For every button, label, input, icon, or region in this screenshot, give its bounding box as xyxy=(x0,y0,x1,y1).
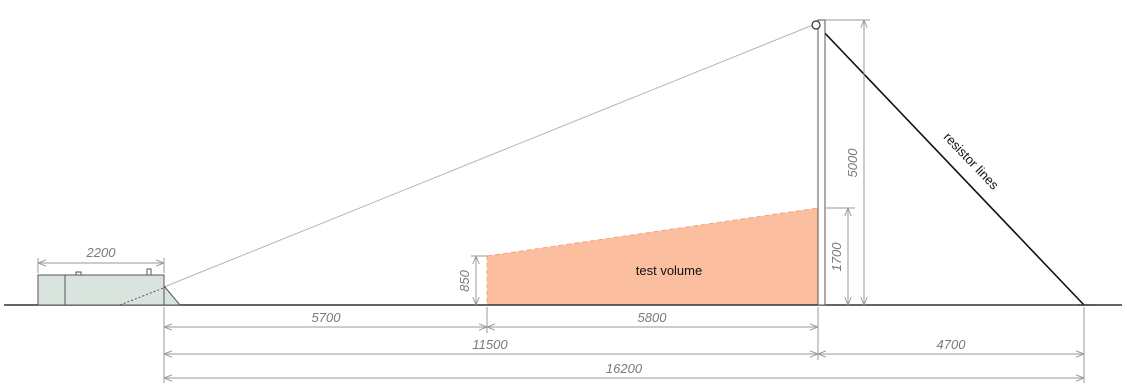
vehicle-roof-vent xyxy=(75,271,82,276)
vehicle-ramp-dotted xyxy=(119,286,167,306)
mast-pole xyxy=(817,19,826,306)
vehicle-ramp xyxy=(163,284,182,306)
dim-4700-label: 4700 xyxy=(937,337,967,352)
height-850-label: 850 xyxy=(457,269,472,291)
dim-11500-label: 11500 xyxy=(472,337,508,352)
guy-wire xyxy=(163,24,814,288)
test-volume-area xyxy=(487,208,818,305)
test-volume-label: test volume xyxy=(636,263,702,278)
resistor-lines-label: resistor lines xyxy=(941,129,1003,193)
mast-height-label: 5000 xyxy=(845,148,860,178)
vehicle-length-label: 2200 xyxy=(86,245,117,260)
height-1700-label: 1700 xyxy=(829,242,844,272)
vehicle-body xyxy=(37,274,165,306)
dim-5800-label: 5800 xyxy=(638,310,668,325)
dim-16200-label: 16200 xyxy=(606,361,643,376)
dim-5700-label: 5700 xyxy=(312,310,342,325)
mast xyxy=(811,19,826,306)
vehicle xyxy=(37,268,182,306)
vehicle-roof-antenna xyxy=(146,268,152,276)
mast-pulley xyxy=(811,20,821,30)
